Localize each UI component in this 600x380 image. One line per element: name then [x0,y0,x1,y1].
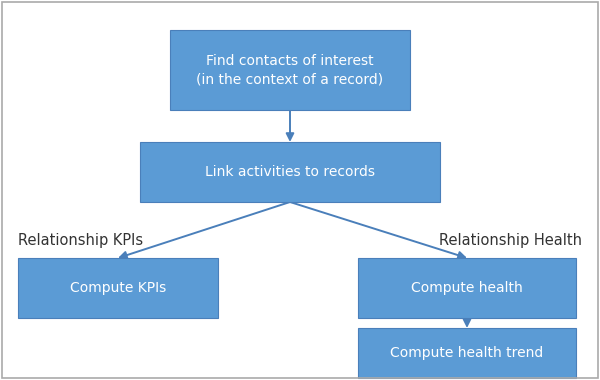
FancyBboxPatch shape [18,258,218,318]
FancyBboxPatch shape [358,258,576,318]
Text: Relationship Health: Relationship Health [439,233,582,247]
Text: Relationship KPIs: Relationship KPIs [18,233,143,247]
FancyBboxPatch shape [170,30,410,110]
Text: Link activities to records: Link activities to records [205,165,375,179]
FancyBboxPatch shape [358,328,576,378]
Text: Compute KPIs: Compute KPIs [70,281,166,295]
Text: Compute health: Compute health [411,281,523,295]
Text: Compute health trend: Compute health trend [391,346,544,360]
FancyBboxPatch shape [140,142,440,202]
Text: Find contacts of interest
(in the context of a record): Find contacts of interest (in the contex… [196,54,383,87]
